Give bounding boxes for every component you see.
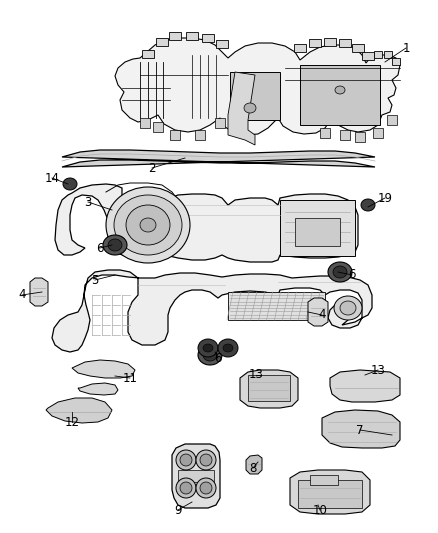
- Ellipse shape: [103, 235, 127, 255]
- Text: 8: 8: [249, 462, 257, 474]
- Ellipse shape: [223, 344, 233, 352]
- Polygon shape: [172, 444, 220, 508]
- Polygon shape: [46, 398, 112, 423]
- Text: 3: 3: [84, 196, 92, 208]
- Polygon shape: [300, 65, 380, 125]
- Ellipse shape: [200, 482, 212, 494]
- Polygon shape: [195, 130, 205, 140]
- Polygon shape: [156, 38, 168, 46]
- Ellipse shape: [198, 345, 222, 365]
- Ellipse shape: [218, 339, 238, 357]
- Polygon shape: [142, 50, 154, 58]
- Polygon shape: [392, 58, 400, 65]
- Polygon shape: [62, 150, 375, 167]
- Ellipse shape: [196, 478, 216, 498]
- Text: 11: 11: [123, 372, 138, 384]
- Ellipse shape: [334, 296, 362, 320]
- Bar: [310, 475, 338, 485]
- Ellipse shape: [333, 266, 347, 278]
- Ellipse shape: [244, 103, 256, 113]
- Text: 5: 5: [91, 273, 99, 287]
- Text: 13: 13: [371, 364, 385, 376]
- Polygon shape: [215, 118, 225, 128]
- Polygon shape: [324, 38, 336, 46]
- Ellipse shape: [176, 478, 196, 498]
- Ellipse shape: [108, 239, 122, 251]
- Text: 7: 7: [356, 424, 364, 437]
- Polygon shape: [230, 72, 280, 120]
- Ellipse shape: [361, 199, 375, 211]
- Text: 2: 2: [148, 161, 156, 174]
- Polygon shape: [340, 130, 350, 140]
- Polygon shape: [115, 38, 400, 135]
- Polygon shape: [352, 44, 364, 52]
- Text: 12: 12: [64, 416, 80, 429]
- Polygon shape: [72, 360, 135, 378]
- Ellipse shape: [200, 454, 212, 466]
- Polygon shape: [384, 51, 392, 58]
- Text: 6: 6: [214, 351, 222, 365]
- Text: 1: 1: [402, 42, 410, 54]
- Text: 10: 10: [313, 504, 328, 516]
- Text: 6: 6: [96, 241, 104, 254]
- Bar: [295, 218, 340, 246]
- Polygon shape: [140, 118, 150, 128]
- Polygon shape: [216, 40, 228, 48]
- Polygon shape: [240, 370, 298, 408]
- Bar: [298, 480, 362, 508]
- Ellipse shape: [196, 450, 216, 470]
- Bar: [248, 375, 290, 401]
- Polygon shape: [374, 51, 382, 58]
- Polygon shape: [202, 34, 214, 42]
- Polygon shape: [290, 470, 370, 514]
- Text: 4: 4: [318, 309, 326, 321]
- Polygon shape: [339, 39, 351, 47]
- Text: 14: 14: [45, 172, 60, 184]
- Polygon shape: [153, 122, 163, 132]
- Ellipse shape: [203, 344, 213, 352]
- Polygon shape: [246, 455, 262, 474]
- Ellipse shape: [63, 178, 77, 190]
- Text: 19: 19: [378, 191, 392, 205]
- Polygon shape: [280, 200, 355, 256]
- Polygon shape: [294, 44, 306, 52]
- Ellipse shape: [180, 482, 192, 494]
- Ellipse shape: [106, 187, 190, 263]
- Polygon shape: [169, 32, 181, 40]
- Polygon shape: [228, 292, 325, 320]
- Polygon shape: [309, 39, 321, 47]
- Polygon shape: [186, 32, 198, 40]
- Text: 13: 13: [248, 368, 263, 382]
- Polygon shape: [387, 115, 397, 125]
- Polygon shape: [228, 72, 255, 145]
- Polygon shape: [322, 410, 400, 448]
- Polygon shape: [362, 52, 374, 60]
- Bar: [178, 470, 214, 482]
- Ellipse shape: [203, 349, 217, 361]
- Polygon shape: [373, 128, 383, 138]
- Text: 4: 4: [18, 288, 26, 302]
- Text: 9: 9: [174, 504, 182, 516]
- Polygon shape: [308, 298, 328, 326]
- Text: 6: 6: [348, 269, 356, 281]
- Polygon shape: [320, 128, 330, 138]
- Polygon shape: [78, 383, 118, 395]
- Polygon shape: [52, 270, 372, 352]
- Polygon shape: [30, 278, 48, 306]
- Ellipse shape: [340, 301, 356, 315]
- Polygon shape: [55, 184, 358, 262]
- Polygon shape: [330, 370, 400, 402]
- Ellipse shape: [126, 205, 170, 245]
- Ellipse shape: [180, 454, 192, 466]
- Ellipse shape: [198, 339, 218, 357]
- Ellipse shape: [176, 450, 196, 470]
- Ellipse shape: [328, 262, 352, 282]
- Ellipse shape: [335, 86, 345, 94]
- Ellipse shape: [114, 195, 182, 255]
- Polygon shape: [355, 132, 365, 142]
- Polygon shape: [170, 130, 180, 140]
- Ellipse shape: [140, 218, 156, 232]
